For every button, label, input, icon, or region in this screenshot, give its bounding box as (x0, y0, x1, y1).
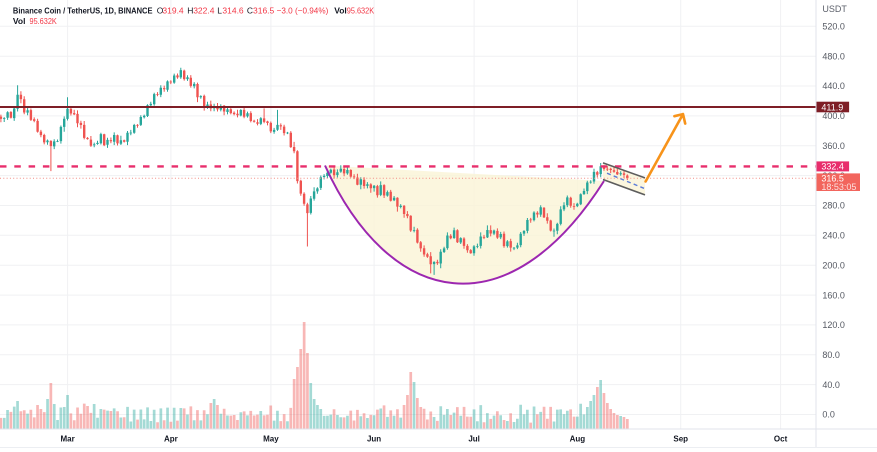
svg-text:332.4: 332.4 (821, 162, 844, 172)
svg-text:95.632K: 95.632K (347, 6, 375, 16)
svg-text:Vol: Vol (334, 6, 347, 16)
svg-text:95.632K: 95.632K (30, 16, 58, 26)
svg-text:May: May (263, 435, 279, 444)
svg-text:160.0: 160.0 (822, 290, 845, 300)
svg-text:Aug: Aug (570, 435, 586, 444)
svg-text:Jul: Jul (468, 435, 480, 444)
svg-text:40.0: 40.0 (822, 380, 840, 390)
svg-text:0.0: 0.0 (822, 410, 835, 420)
svg-text:80.0: 80.0 (822, 350, 840, 360)
svg-text:Vol: Vol (13, 16, 26, 26)
svg-text:322.4: 322.4 (193, 6, 215, 16)
svg-text:L: L (217, 6, 222, 16)
svg-text:316.5: 316.5 (253, 6, 275, 16)
svg-text:400.0: 400.0 (822, 111, 845, 121)
svg-text:C: C (247, 6, 253, 16)
svg-text:Apr: Apr (164, 435, 178, 444)
svg-text:120.0: 120.0 (822, 320, 845, 330)
svg-text:314.6: 314.6 (222, 6, 244, 16)
svg-text:319.4: 319.4 (162, 6, 184, 16)
svg-text:480.0: 480.0 (822, 51, 845, 61)
svg-text:Sep: Sep (673, 435, 688, 444)
svg-text:360.0: 360.0 (822, 141, 845, 151)
svg-text:200.0: 200.0 (822, 260, 845, 270)
svg-text:O: O (157, 6, 164, 16)
svg-text:280.0: 280.0 (822, 201, 845, 211)
svg-text:240.0: 240.0 (822, 231, 845, 241)
svg-text:Jun: Jun (367, 435, 381, 444)
svg-text:316.5: 316.5 (821, 173, 844, 183)
svg-text:−3.0 (−0.94%): −3.0 (−0.94%) (277, 6, 329, 16)
svg-text:Binance Coin / TetherUS, 1D, B: Binance Coin / TetherUS, 1D, BINANCE (13, 6, 153, 16)
svg-text:411.9: 411.9 (821, 102, 843, 112)
svg-text:440.0: 440.0 (822, 81, 845, 91)
svg-text:USDT: USDT (822, 4, 847, 14)
svg-text:H: H (187, 6, 193, 16)
svg-text:520.0: 520.0 (822, 22, 845, 32)
svg-text:18:53:05: 18:53:05 (821, 182, 856, 192)
svg-text:Oct: Oct (774, 435, 788, 444)
svg-text:Mar: Mar (60, 435, 74, 444)
